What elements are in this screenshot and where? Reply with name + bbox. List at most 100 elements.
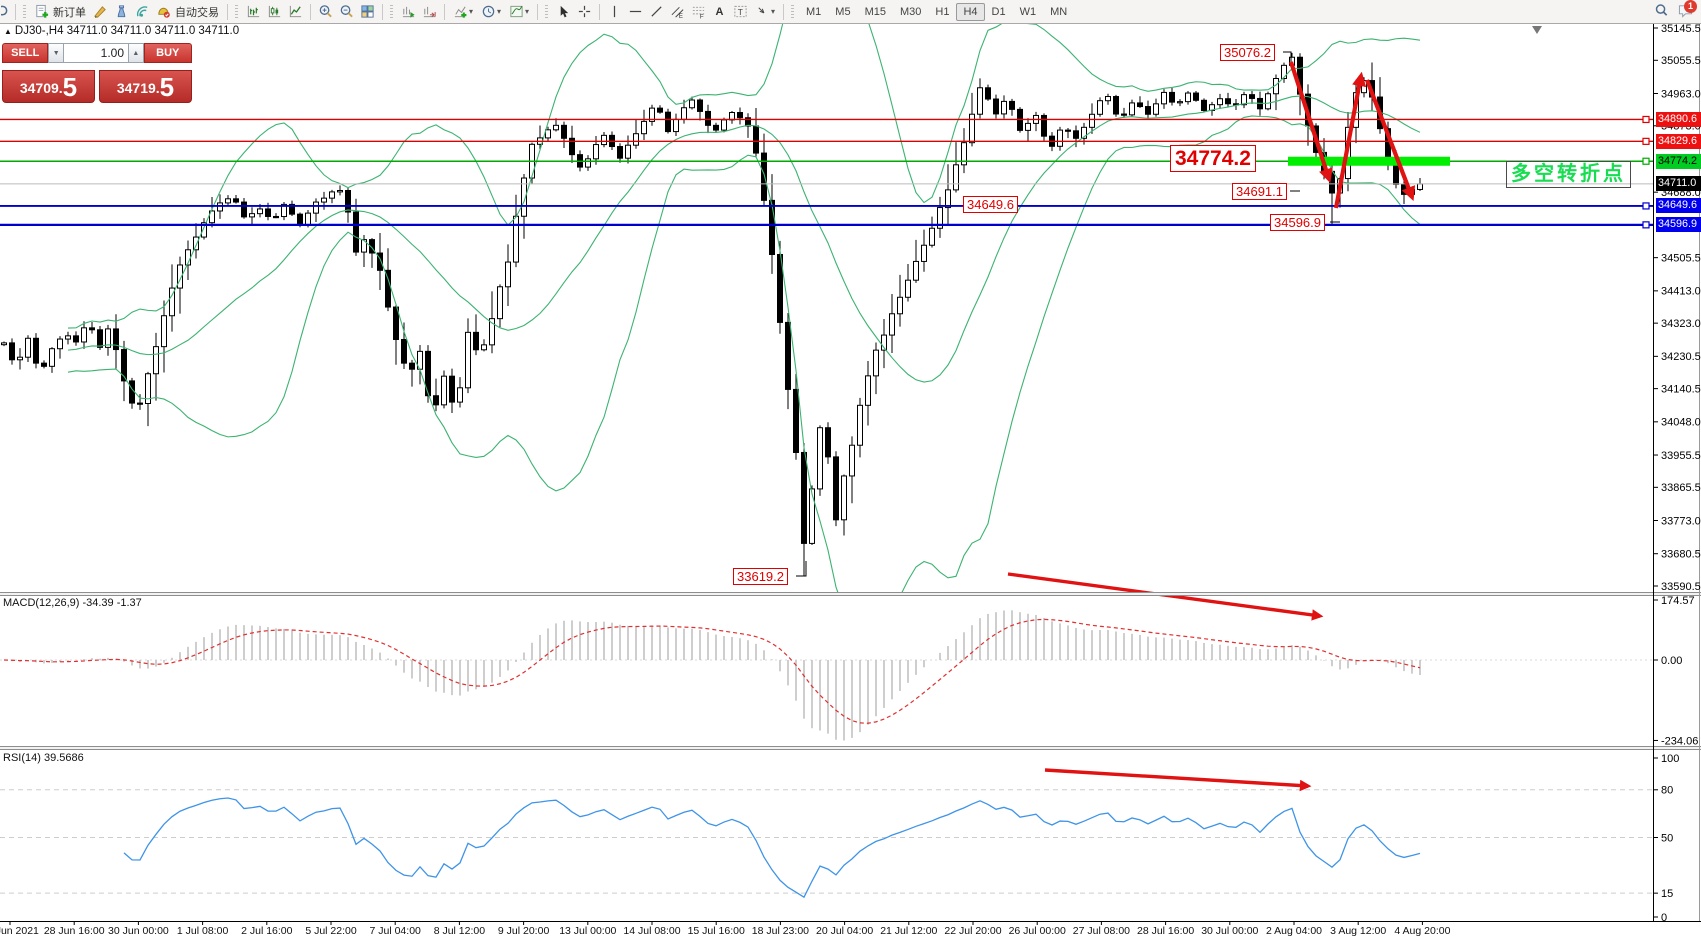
svg-text:2 Jul 16:00: 2 Jul 16:00 <box>241 925 293 937</box>
signals-icon[interactable] <box>133 2 152 21</box>
sell-price[interactable]: 34709. 5 <box>2 70 95 103</box>
svg-text:14 Jul 08:00: 14 Jul 08:00 <box>623 925 680 937</box>
tf-m5-button[interactable]: M5 <box>835 5 851 18</box>
price-axis-badge: 34890.6 <box>1656 111 1701 127</box>
arrows-dropdown[interactable]: ▾ <box>752 2 778 21</box>
auto-scroll-icon[interactable] <box>399 2 418 21</box>
volume-increase-button[interactable]: ▲ <box>128 43 144 63</box>
tf-h1-button[interactable]: H1 <box>935 5 950 18</box>
svg-text:3 Aug 12:00: 3 Aug 12:00 <box>1330 925 1386 937</box>
search-symbol-icon[interactable] <box>1652 1 1671 20</box>
bar-chart-icon[interactable] <box>244 2 263 21</box>
chart-title: ▲ DJ30-,H4 34711.0 34711.0 34711.0 34711.… <box>4 25 240 37</box>
search-icon[interactable] <box>1 2 10 21</box>
line-chart-icon[interactable] <box>286 2 305 21</box>
chart-shift-icon[interactable] <box>420 2 439 21</box>
auto-trading-icon[interactable] <box>154 2 173 21</box>
auto-trading-button[interactable]: 自动交易 <box>175 6 219 19</box>
separator <box>310 3 311 20</box>
svg-text:18 Jul 23:00: 18 Jul 23:00 <box>752 925 809 937</box>
svg-text:9 Jul 20:00: 9 Jul 20:00 <box>498 925 550 937</box>
fibonacci-icon[interactable]: F <box>689 2 708 21</box>
tile-windows-icon[interactable] <box>358 2 377 21</box>
svg-text:28 Jul 16:00: 28 Jul 16:00 <box>1137 925 1194 937</box>
toolbar-grip <box>791 4 794 19</box>
svg-text:34140.5: 34140.5 <box>1661 383 1701 395</box>
separator <box>15 3 16 20</box>
toolbar-grip <box>545 4 548 19</box>
svg-text:0.00: 0.00 <box>1661 655 1682 667</box>
svg-text:F: F <box>700 14 704 19</box>
crosshair-icon[interactable] <box>575 2 594 21</box>
volume-decrease-button[interactable]: ▼ <box>48 43 65 63</box>
tf-mn-button[interactable]: MN <box>1050 5 1068 18</box>
rsi-indicator-label: RSI(14) 39.5686 <box>3 752 84 764</box>
trendline-icon[interactable] <box>647 2 666 21</box>
price-annotation-label: 33619.2 <box>733 568 788 585</box>
metaeditor-pencil-icon[interactable] <box>91 2 110 21</box>
macd-indicator-label: MACD(12,26,9) -34.39 -1.37 <box>3 597 142 609</box>
new-order-button[interactable]: 新订单 <box>53 6 86 19</box>
svg-text:34505.5: 34505.5 <box>1661 252 1701 264</box>
svg-text:34323.0: 34323.0 <box>1661 318 1701 330</box>
price-axis-badge: 34829.6 <box>1656 133 1701 149</box>
equidistant-channel-icon[interactable]: E <box>668 2 687 21</box>
tf-h4-button[interactable]: H4 <box>956 2 985 21</box>
notifications-icon[interactable]: 1 <box>1673 0 1697 20</box>
add-indicator-dropdown[interactable]: ▾ <box>450 2 476 21</box>
toolbar-grip <box>23 4 26 19</box>
svg-text:34048.0: 34048.0 <box>1661 417 1701 429</box>
tf-d1-button[interactable]: D1 <box>991 5 1006 18</box>
zoom-in-icon[interactable] <box>316 2 335 21</box>
svg-text:T: T <box>738 7 743 17</box>
svg-text:34963.0: 34963.0 <box>1661 88 1701 100</box>
svg-text:2 Aug 04:00: 2 Aug 04:00 <box>1266 925 1322 937</box>
text-tool-icon[interactable]: A <box>715 5 724 18</box>
annotations-layer <box>796 51 1416 792</box>
main-price-pane[interactable] <box>0 0 1653 631</box>
buy-button[interactable]: BUY <box>143 43 192 63</box>
cursor-icon[interactable] <box>554 2 573 21</box>
candlestick-chart-icon[interactable] <box>265 2 284 21</box>
svg-text:15 Jul 16:00: 15 Jul 16:00 <box>688 925 745 937</box>
svg-text:1 Jul 08:00: 1 Jul 08:00 <box>177 925 229 937</box>
price-annotation-label: 35076.2 <box>1220 44 1275 61</box>
svg-text:-234.06: -234.06 <box>1661 735 1698 747</box>
collapse-triangle-icon[interactable]: ▲ <box>4 27 12 36</box>
svg-text:E: E <box>679 13 683 19</box>
svg-text:80: 80 <box>1661 785 1673 797</box>
tf-m1-button[interactable]: M1 <box>806 5 822 18</box>
separator <box>382 3 383 20</box>
one-click-trading-panel: SELL ▼ ▲ BUY 34709.5 34719.5 <box>2 43 192 103</box>
svg-text:7 Jul 04:00: 7 Jul 04:00 <box>370 925 422 937</box>
volume-input[interactable] <box>64 43 129 63</box>
svg-text:30 Jul 00:00: 30 Jul 00:00 <box>1201 925 1258 937</box>
svg-text:35145.5: 35145.5 <box>1661 23 1701 35</box>
vertical-line-icon[interactable] <box>605 2 624 21</box>
key-level-label: 34774.2 <box>1170 145 1256 172</box>
periods-dropdown[interactable]: ▾ <box>478 2 504 21</box>
main-toolbar: 新订单 自动交易 ▾ ▾ ▾ <box>0 0 1701 24</box>
svg-text:33590.5: 33590.5 <box>1661 581 1701 593</box>
strategy-tester-icon[interactable] <box>112 2 131 21</box>
tf-m30-button[interactable]: M30 <box>899 5 922 18</box>
zoom-out-icon[interactable] <box>337 2 356 21</box>
svg-text:35055.5: 35055.5 <box>1661 55 1701 67</box>
text-label-ic on[interactable]: T <box>731 2 750 21</box>
tf-m15-button[interactable]: M15 <box>864 5 886 18</box>
price-annotation-label: 34691.1 <box>1232 183 1287 200</box>
new-order-icon[interactable] <box>32 2 51 21</box>
svg-text:27 Jul 08:00: 27 Jul 08:00 <box>1073 925 1130 937</box>
turning-point-note: 多空转折点 <box>1506 161 1631 188</box>
price-annotation-label: 34596.9 <box>1270 214 1325 231</box>
svg-text:25 Jun 2021: 25 Jun 2021 <box>0 925 39 937</box>
horizontal-line-icon[interactable] <box>626 2 645 21</box>
templates-dropdown[interactable]: ▾ <box>506 2 532 21</box>
buy-price[interactable]: 34719. 5 <box>99 70 192 103</box>
macd-pane[interactable] <box>0 610 1653 741</box>
sell-button[interactable]: SELL <box>2 43 49 63</box>
tf-w1-button[interactable]: W1 <box>1019 5 1037 18</box>
rsi-pane[interactable] <box>0 789 1653 899</box>
